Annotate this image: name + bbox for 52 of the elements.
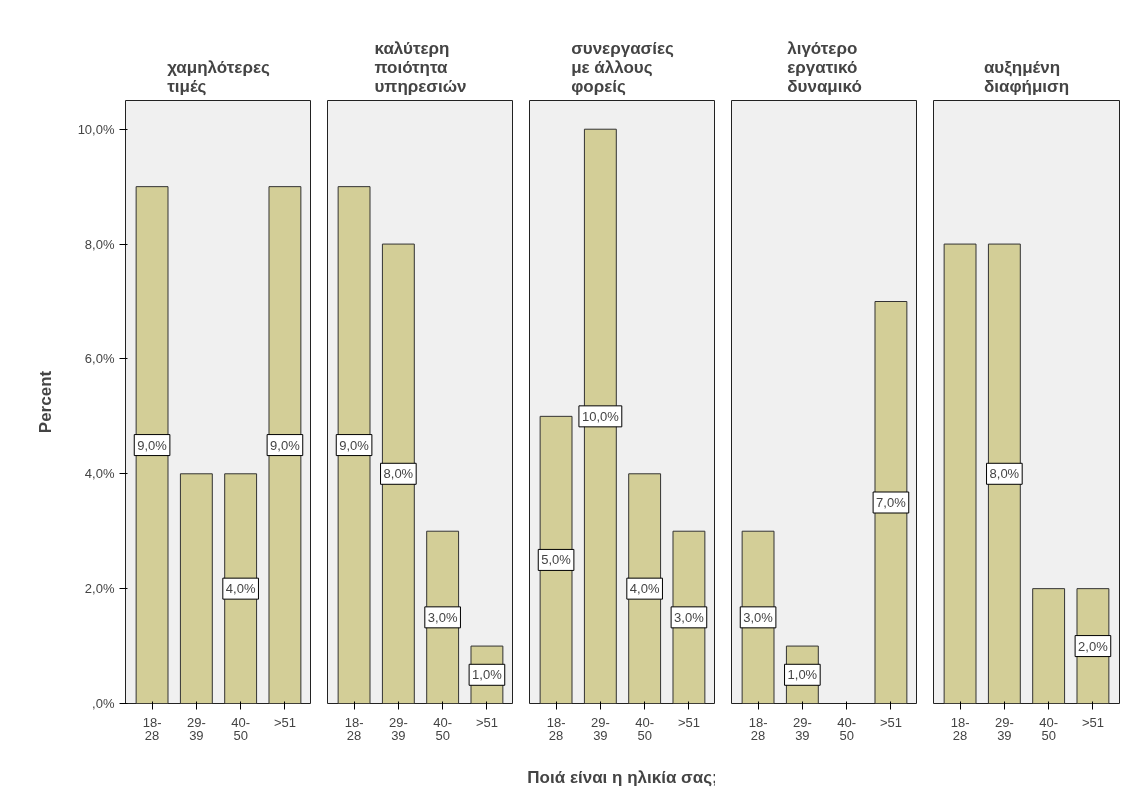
x-tick-label: 18-28 xyxy=(950,714,970,743)
data-label: 1,0% xyxy=(472,667,503,683)
x-tick-label: 18-28 xyxy=(748,714,768,743)
chart-title: αυξημένη διαφήμιση xyxy=(983,57,1070,96)
data-label: 3,0% xyxy=(427,609,458,625)
x-tick-label: 40-50 xyxy=(231,714,251,743)
data-label: 4,0% xyxy=(225,581,256,597)
y-tick-label: 6,0% xyxy=(84,351,115,367)
y-tick-label: 4,0% xyxy=(84,466,115,482)
data-label: 1,0% xyxy=(787,667,818,683)
x-tick-label: 29-39 xyxy=(186,714,206,743)
x-tick-label: 18-28 xyxy=(344,714,364,743)
bar xyxy=(539,415,573,704)
data-label: 3,0% xyxy=(743,609,774,625)
bar xyxy=(337,186,371,704)
x-tick-label: 29-39 xyxy=(590,714,610,743)
data-label: 9,0% xyxy=(137,437,168,453)
x-tick-label: 29-39 xyxy=(792,714,812,743)
x-tick-label: >51 xyxy=(475,714,498,730)
x-tick-label: >51 xyxy=(1081,714,1104,730)
x-tick-label: 29-39 xyxy=(388,714,408,743)
data-label: 10,0% xyxy=(581,408,620,424)
data-label: 3,0% xyxy=(674,609,705,625)
x-tick-label: 18-28 xyxy=(546,714,566,743)
x-tick-label: >51 xyxy=(273,714,296,730)
chart-title: συνεργασίες με άλλους φορείς xyxy=(571,38,675,96)
bar xyxy=(628,473,662,704)
y-tick-label: ,0% xyxy=(92,696,115,711)
bar xyxy=(381,243,415,704)
data-label: 9,0% xyxy=(270,437,301,453)
data-label: 7,0% xyxy=(876,495,907,510)
y-tick-label: 8,0% xyxy=(84,236,115,252)
y-tick-label: 10,0% xyxy=(77,121,115,137)
x-tick-label: 40-50 xyxy=(837,714,857,743)
data-label: 9,0% xyxy=(339,437,370,453)
y-tick-label: 2,0% xyxy=(84,581,115,597)
x-tick-label: 40-50 xyxy=(635,714,655,743)
x-tick-label: 40-50 xyxy=(433,714,453,743)
x-tick-label: >51 xyxy=(879,714,902,730)
x-tick-label: 40-50 xyxy=(1039,714,1059,743)
data-label: 4,0% xyxy=(629,581,660,597)
data-label: 5,0% xyxy=(541,552,572,568)
x-tick-label: 29-39 xyxy=(994,714,1014,743)
y-axis-title: Percent xyxy=(35,370,55,434)
chart-title: λιγότερο εργατικό δυναμικό xyxy=(787,38,862,96)
data-label: 2,0% xyxy=(1078,638,1109,654)
x-tick-label: 18-28 xyxy=(142,714,162,743)
chart-title: καλύτερη ποιότητα υπηρεσιών xyxy=(374,38,467,96)
chart-title: χαμηλότερες τιμές xyxy=(167,57,270,96)
data-label: 8,0% xyxy=(383,466,414,482)
x-tick-label: >51 xyxy=(677,714,700,730)
data-label: 8,0% xyxy=(989,466,1020,482)
